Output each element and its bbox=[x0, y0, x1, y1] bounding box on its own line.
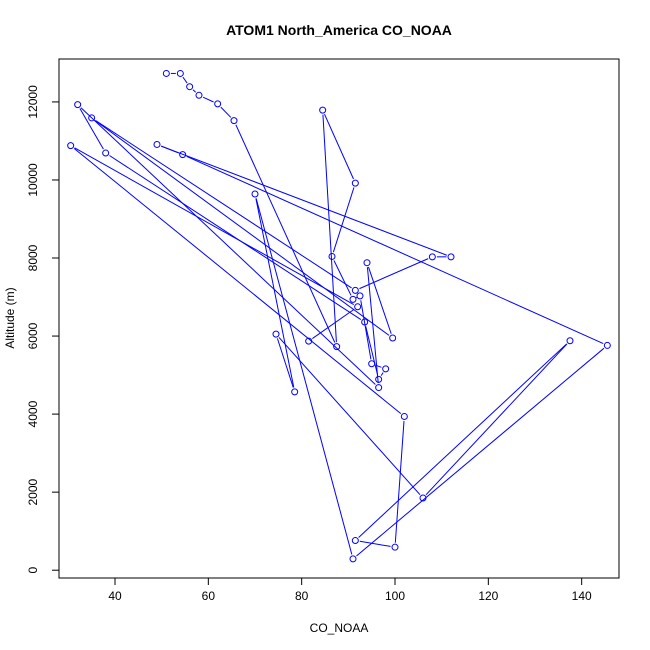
series-segment bbox=[360, 300, 372, 360]
y-tick-label: 2000 bbox=[26, 478, 40, 505]
data-point bbox=[368, 360, 376, 368]
x-tick-label: 100 bbox=[385, 589, 405, 603]
data-point bbox=[195, 91, 203, 99]
data-point bbox=[419, 494, 427, 502]
series-segment bbox=[73, 148, 402, 414]
series-segment bbox=[161, 145, 447, 256]
y-tick-label: 4000 bbox=[26, 400, 40, 427]
series-points bbox=[67, 69, 611, 563]
series-segment bbox=[359, 540, 391, 547]
data-point bbox=[349, 555, 357, 563]
series-segment bbox=[359, 258, 429, 290]
data-point bbox=[391, 543, 399, 551]
series-segment bbox=[95, 120, 390, 336]
x-tick-label: 60 bbox=[202, 589, 216, 603]
series-segment bbox=[192, 89, 197, 93]
series-segment bbox=[95, 119, 352, 289]
series-segment bbox=[74, 147, 354, 306]
data-point bbox=[102, 149, 110, 157]
data-point bbox=[291, 388, 299, 396]
data-point bbox=[375, 375, 383, 383]
series-segment bbox=[425, 343, 568, 496]
data-point bbox=[603, 341, 611, 349]
y-tick-label: 8000 bbox=[26, 244, 40, 271]
data-point bbox=[214, 100, 222, 108]
data-point bbox=[349, 295, 357, 303]
data-point bbox=[162, 69, 170, 77]
series-segment bbox=[255, 198, 295, 388]
data-point bbox=[153, 140, 161, 148]
data-point bbox=[363, 259, 371, 267]
data-point bbox=[351, 286, 359, 294]
series-segment bbox=[332, 187, 355, 253]
x-axis: 40 60 80 100 120 140 bbox=[108, 577, 592, 603]
series-segment bbox=[182, 76, 188, 84]
data-point bbox=[74, 101, 82, 109]
series-segment bbox=[161, 145, 179, 154]
data-point bbox=[361, 318, 369, 326]
series-segment bbox=[186, 155, 604, 345]
x-axis-title: CO_NOAA bbox=[310, 621, 369, 635]
data-point bbox=[428, 253, 436, 261]
data-point bbox=[67, 142, 75, 150]
y-axis-title: Altitude (m) bbox=[3, 287, 17, 348]
data-point bbox=[447, 253, 455, 261]
series-segment bbox=[202, 96, 214, 103]
y-tick-label: 6000 bbox=[26, 322, 40, 349]
series-segment bbox=[365, 326, 379, 376]
data-point bbox=[389, 334, 397, 342]
x-tick-label: 120 bbox=[478, 589, 498, 603]
series-segment bbox=[358, 343, 568, 538]
series-segment bbox=[333, 260, 352, 296]
data-point bbox=[351, 179, 359, 187]
data-point bbox=[354, 303, 362, 311]
series-segment bbox=[278, 337, 421, 495]
data-point bbox=[382, 365, 390, 373]
data-point bbox=[272, 330, 280, 338]
data-point bbox=[179, 151, 187, 159]
series-segment bbox=[235, 124, 336, 343]
y-axis: 0 2000 4000 6000 8000 10000 12000 bbox=[26, 85, 60, 574]
series-segment bbox=[380, 372, 384, 376]
data-point bbox=[400, 412, 408, 420]
series-segment bbox=[366, 267, 379, 384]
series-lines bbox=[73, 72, 605, 557]
series-segment bbox=[394, 420, 405, 543]
series-segment bbox=[322, 114, 337, 343]
data-point bbox=[251, 190, 259, 198]
data-point bbox=[319, 106, 327, 114]
y-tick-label: 12000 bbox=[26, 85, 40, 119]
data-point bbox=[375, 384, 383, 392]
data-point bbox=[176, 69, 184, 77]
series-segment bbox=[367, 266, 392, 334]
series-segment bbox=[79, 108, 104, 150]
data-point bbox=[356, 292, 364, 300]
data-point bbox=[186, 83, 194, 91]
x-tick-label: 140 bbox=[572, 589, 592, 603]
y-tick-label: 10000 bbox=[26, 163, 40, 197]
series-segment bbox=[220, 106, 232, 118]
plot-frame bbox=[58, 58, 620, 579]
data-point bbox=[351, 537, 359, 545]
data-point bbox=[230, 117, 238, 125]
series-segment bbox=[356, 347, 605, 557]
data-point bbox=[88, 114, 96, 122]
data-point bbox=[305, 337, 313, 345]
x-tick-label: 40 bbox=[108, 589, 122, 603]
series-segment bbox=[355, 296, 358, 299]
series-segment bbox=[255, 198, 353, 555]
chart-title: ATOM1 North_America CO_NOAA bbox=[226, 22, 452, 38]
series-segment bbox=[276, 338, 294, 388]
data-point bbox=[566, 337, 574, 345]
y-tick-label: 0 bbox=[26, 567, 40, 574]
series-segment bbox=[312, 308, 355, 339]
data-point bbox=[328, 252, 336, 260]
data-point bbox=[333, 343, 341, 351]
series-segment bbox=[80, 107, 376, 385]
series-segment bbox=[324, 114, 354, 180]
x-tick-label: 80 bbox=[295, 589, 309, 603]
